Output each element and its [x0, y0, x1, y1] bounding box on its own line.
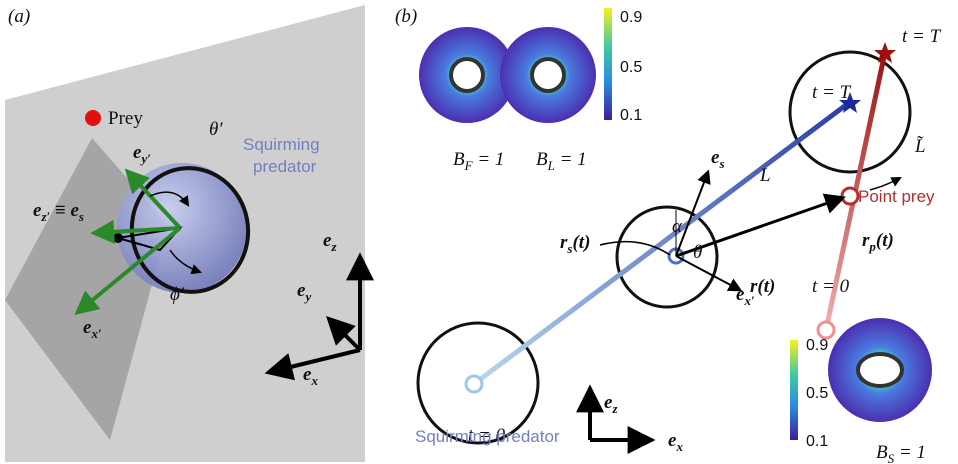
label: L	[759, 165, 771, 186]
label: predator	[253, 157, 317, 176]
label: 0.9	[806, 337, 828, 354]
panel-tag: (b)	[395, 6, 417, 27]
label-part: t = T	[902, 26, 942, 47]
label-part: Point prey	[858, 187, 935, 206]
label: BL​ = 1	[536, 149, 587, 173]
label: Squirming	[243, 135, 320, 154]
label-part: α	[672, 216, 683, 237]
label: BS​ = 1	[876, 442, 926, 464]
label: θ	[693, 242, 702, 263]
label-part: 0.1	[620, 107, 642, 124]
label: 0.5	[806, 385, 828, 402]
label-part: ≡	[50, 200, 70, 221]
label-part: θ′	[209, 119, 223, 140]
subscript: z	[611, 401, 618, 416]
label: 0.5	[620, 59, 642, 76]
subscript: z	[330, 239, 337, 254]
label-part: L	[759, 165, 771, 186]
subscript: L	[547, 158, 555, 173]
label-part: (t)	[757, 276, 775, 297]
label-part: B	[876, 442, 888, 463]
label: Point prey	[858, 187, 935, 206]
label: rs​(t)	[560, 232, 590, 256]
label-part: 0.9	[620, 9, 642, 26]
label-part: L̃	[914, 136, 926, 157]
label-part: t = T	[812, 82, 852, 103]
label-part: = 1	[555, 149, 587, 170]
label: L̃	[914, 136, 926, 157]
figure: (a)PreySquirmingpredatorey′​ez′​ ≡ es​θ′…	[0, 0, 958, 464]
label: rp​(t)	[862, 230, 894, 254]
label-part: Prey	[108, 108, 143, 129]
label-part: 0.1	[806, 433, 828, 450]
label: ez​	[604, 392, 618, 416]
label-part: = 1	[473, 149, 505, 170]
label-part: (t)	[572, 232, 590, 253]
subscript: s	[718, 156, 724, 171]
subscript: x′	[743, 293, 755, 308]
label: t = 0	[812, 276, 850, 297]
subscript: s	[78, 209, 84, 224]
label: ex​	[668, 430, 683, 454]
label-part: ϕ′	[170, 284, 185, 305]
label: 0.1	[806, 433, 828, 450]
label-part: B	[536, 149, 548, 170]
label: ϕ′	[170, 284, 185, 305]
subscript: x	[310, 373, 318, 388]
label: ez′​ ≡ es​	[33, 200, 84, 224]
subscript: x′	[90, 326, 102, 341]
subscript: y	[303, 289, 311, 304]
label-part: t = 0	[812, 276, 850, 297]
label-part: 0.5	[806, 385, 828, 402]
label-part: θ	[693, 242, 702, 263]
label-part: Squirming	[243, 135, 320, 154]
label-part: (t)	[876, 230, 894, 251]
panel-a-drawing	[5, 5, 365, 462]
label: t = T	[812, 82, 852, 103]
label: α	[672, 216, 683, 237]
label: Prey	[108, 108, 143, 129]
subscript: y′	[139, 151, 151, 166]
label: t = T	[902, 26, 942, 47]
subscript: z′	[40, 209, 50, 224]
label-part: 0.5	[620, 59, 642, 76]
label-part: B	[453, 149, 465, 170]
label: θ′	[209, 119, 223, 140]
label: 0.9	[620, 9, 642, 26]
label-part: Squirming predator	[415, 427, 560, 446]
label-part: 0.9	[806, 337, 828, 354]
subscript: x	[675, 439, 683, 454]
label: 0.1	[620, 107, 642, 124]
label-part: predator	[253, 157, 317, 176]
label: es​	[711, 147, 725, 171]
label-part: = 1	[894, 442, 926, 463]
label: Squirming predator	[415, 427, 560, 446]
panel-tag: (a)	[8, 6, 30, 27]
label: BF​ = 1	[453, 149, 504, 173]
